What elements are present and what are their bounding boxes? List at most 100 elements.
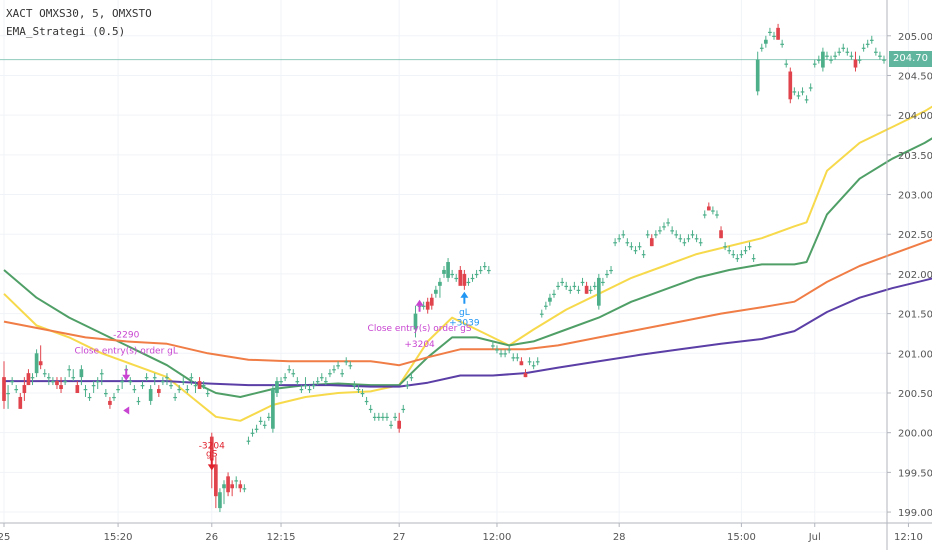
candle-body [470,277,475,280]
grid [0,0,909,522]
candle-body [10,381,14,383]
candle-body [185,389,190,391]
candle-body [454,277,459,280]
candle-body [780,43,784,45]
candle-body [658,230,662,232]
candle-body [393,416,397,419]
candle-body [128,381,133,383]
candle-body [588,289,593,291]
candle-body [161,381,165,383]
candle-body [743,250,748,252]
candle-body [788,71,793,100]
candle-body [189,377,194,379]
y-tick-label: 199.50 [898,468,932,479]
strategy-legend[interactable]: EMA_Strategi (0.5) [6,25,126,38]
candle-body [821,51,825,68]
candle-body [882,59,886,61]
candle-body [784,63,789,65]
candle-body [324,381,328,383]
candle-body [132,389,137,391]
candle-body [283,377,287,379]
candle-body [613,242,617,244]
candle-body [275,381,279,393]
candle-body [238,484,243,489]
symbol-title: XACT OMXS30, 5, OMXSTO [6,7,152,20]
candle-body [99,373,104,375]
candle-body [609,269,613,272]
candle-body [30,377,35,379]
candle-body [95,381,100,383]
candle-body [409,377,414,379]
candle-body [511,357,516,359]
candle-body [336,365,340,367]
candle-body [303,385,308,387]
candle-body [690,234,695,236]
x-tick-label: 12:00 [483,532,512,543]
candle-body [621,234,626,236]
candle-body [230,484,234,489]
candle-body [87,396,92,399]
candle-body [279,381,283,383]
candle-body [796,95,801,97]
candle-body [499,353,503,355]
signal-label: -2290 [113,330,139,340]
candle-body [67,369,72,371]
candle-body [727,250,732,252]
candle-body [739,254,744,256]
candle-body [706,206,711,211]
y-tick-label: 200.00 [898,429,932,440]
candle-body [83,389,88,391]
candle-body [299,389,304,391]
candle-body [645,234,650,236]
candle-body [723,246,727,248]
candle-body [462,273,467,286]
candle-body [120,381,124,383]
candle-body [515,357,520,359]
candle-body [181,381,186,383]
x-tick-label: Jul [808,532,821,543]
candle-body [552,293,556,295]
candle-body [527,361,532,363]
candle-body [328,373,332,375]
signal-label: Close entry(s) order gS [368,324,472,334]
candle-body [755,59,760,92]
candle-body [503,353,507,355]
candle-body [352,385,357,387]
candle-body [853,59,858,68]
x-tick-label: 15:00 [727,532,756,543]
candle-body [711,210,715,212]
candle-body [421,305,426,307]
candle-body [148,389,153,401]
candle-body [845,51,850,53]
candle-body [42,373,47,375]
candle-body [776,27,780,40]
candle-body [698,242,703,244]
signal-arrow [207,458,216,471]
y-tick-label: 203.00 [898,191,932,202]
candle-body [271,389,275,429]
candle-body [222,484,226,489]
candle-body [51,381,55,383]
candle-body [319,377,324,379]
y-tick-label: 204.50 [898,71,932,82]
y-tick-label: 202.50 [898,230,932,241]
candle-body [694,238,699,240]
candle-body [287,369,292,371]
candle-body [372,416,377,419]
candle-body [311,385,316,387]
candle-body [556,285,560,288]
candle-body [405,385,410,387]
candle-body [702,214,707,216]
signal-label: gS [206,449,218,459]
candle-body [495,349,499,351]
signal-arrow [460,291,469,304]
signal-label: gL [459,308,470,318]
candle-body [576,289,581,291]
candle-body [861,47,866,49]
candle-body [173,396,177,399]
candle-body [401,408,406,411]
x-tick-label: 28 [613,532,626,543]
